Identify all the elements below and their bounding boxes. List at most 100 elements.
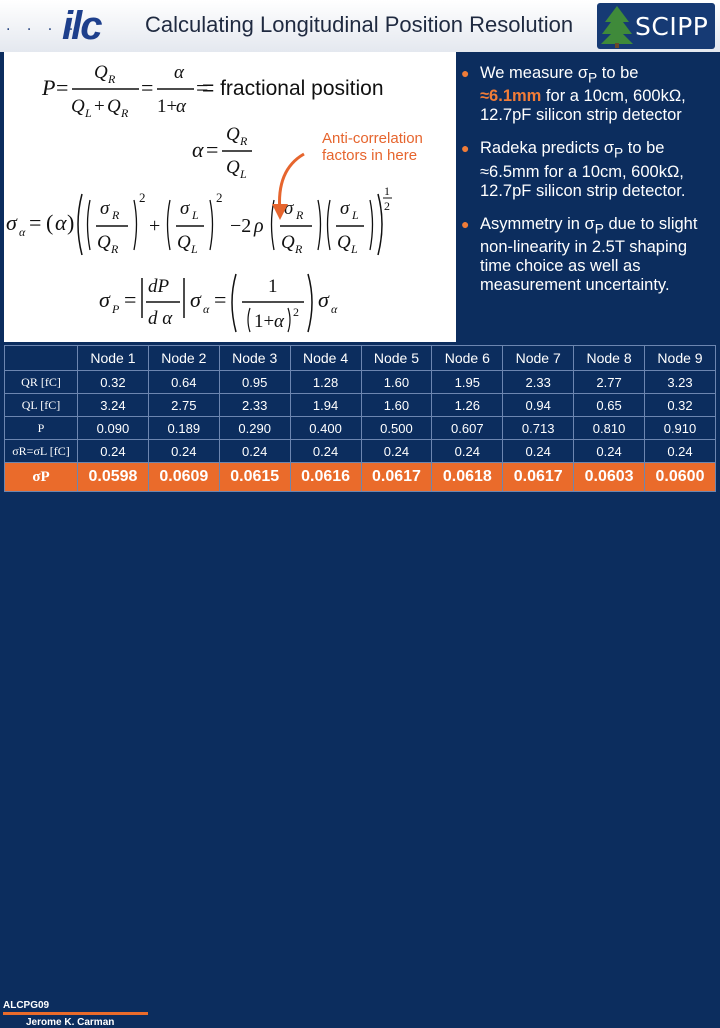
header-dots: · · · · [6,22,80,38]
bullet-2-sub: P [614,145,624,161]
table-cell: 0.810 [573,416,645,440]
svg-text:σ: σ [180,198,190,219]
table-cell: 0.24 [431,439,504,463]
svg-text:α: α [274,311,285,332]
bullet-1-rest: for a 10cm, 600kΩ, 12.7pF silicon strip … [480,87,686,125]
table-cell: 1.94 [289,393,362,417]
svg-text:σ: σ [340,198,350,219]
bullet-2-pre: Radeka predicts σ [480,139,614,158]
bullet-1-post: to be [597,64,639,82]
table-header-cell [4,345,78,371]
svg-text:): ) [67,210,74,235]
svg-text:R: R [294,242,303,256]
table-cell: 0.24 [77,439,149,463]
svg-text:=: = [124,287,136,312]
table-cell: 0.0616 [289,462,362,492]
tree-icon [601,6,633,48]
bullet-2-rest: ≈6.5mm for a 10cm, 600kΩ, 12.7pF silicon… [480,162,686,200]
bullet-dot-icon: ● [461,65,470,81]
svg-text:α: α [331,302,338,316]
table-header-cell: Node 9 [644,345,716,371]
table-cell: 1.95 [431,370,504,394]
table-header-cell: Node 3 [218,345,291,371]
table-cell: 1.60 [360,370,433,394]
svg-text:Q: Q [71,96,85,117]
table-cell: 0.24 [147,439,220,463]
svg-text:Q: Q [226,157,240,178]
svg-text:=: = [196,75,208,100]
table-cell: 0.090 [77,416,149,440]
svg-text:Q: Q [177,232,191,253]
svg-text:2: 2 [139,190,146,205]
svg-text:L: L [351,208,359,222]
table-cell: 3.24 [77,393,149,417]
svg-text:L: L [190,242,198,256]
svg-text:R: R [107,72,116,86]
table-cell: 0.0617 [502,462,575,492]
row-label: QR [fC] [4,370,78,394]
table-header-cell: Node 6 [431,345,504,371]
svg-text:d α: d α [148,308,173,329]
table-cell: 3.23 [644,370,716,394]
table-cell: 0.24 [502,439,575,463]
table-cell: 0.0603 [573,462,645,492]
svg-text:L: L [84,106,92,120]
svg-text:P: P [111,302,120,316]
svg-text:dP: dP [148,276,170,297]
bullet-1-highlight: ≈6.1mm [480,87,542,106]
table-cell: 0.95 [218,370,291,394]
table-cell: 0.0598 [77,462,149,492]
table-header-cell: Node 2 [147,345,220,371]
svg-text:=: = [141,75,153,100]
table-cell: 0.0609 [147,462,220,492]
svg-text:α: α [203,302,210,316]
table-cell: 0.0615 [218,462,291,492]
svg-text:R: R [120,106,129,120]
table-header-cell: Node 7 [502,345,575,371]
node-data-table: Node 1 Node 2 Node 3 Node 4 Node 5 Node … [4,345,716,492]
bullet-3-sub: P [594,220,604,236]
svg-text:−2: −2 [230,215,251,237]
bullet-1-pre: We measure σ [480,64,588,82]
table-header-cell: Node 1 [77,345,149,371]
bullet-1: ● We measure σP to be ≈6.1mm for a 10cm,… [458,64,716,125]
table-row-sigma-p: σP 0.0598 0.0609 0.0615 0.0616 0.0617 0.… [4,462,716,492]
svg-text:1: 1 [384,184,390,198]
table-cell: 0.607 [431,416,504,440]
svg-text:σ: σ [284,198,294,219]
svg-text:L: L [239,167,247,181]
table-cell: 0.910 [644,416,716,440]
conference-label: ALCPG09 [3,1000,50,1011]
svg-text:R: R [110,242,119,256]
footer: ALCPG09 Jerome K. Carman [0,498,720,1028]
svg-text:+: + [149,215,160,237]
fractional-position-label: = fractional position [202,77,384,100]
table-cell: 0.24 [573,439,645,463]
svg-text:1+: 1+ [157,96,177,117]
svg-text:Q: Q [281,232,295,253]
row-label: σR=σL [fC] [4,439,78,463]
svg-text:2: 2 [384,199,390,213]
table-cell: 0.65 [573,393,645,417]
footer-divider [3,1012,148,1015]
svg-text:α: α [176,96,187,117]
svg-text:ρ: ρ [253,215,264,237]
row-label: P [4,416,78,440]
svg-text:Q: Q [107,96,121,117]
svg-text:+: + [94,96,105,117]
svg-text:σ: σ [100,198,110,219]
bullet-3-pre: Asymmetry in σ [480,214,595,233]
table-row: P 0.090 0.189 0.290 0.400 0.500 0.607 0.… [4,416,716,440]
row-label: σP [4,462,78,492]
svg-text:σ: σ [6,210,18,235]
svg-text:α: α [55,210,67,235]
svg-text:σ: σ [99,287,111,312]
svg-text:Q: Q [337,232,351,253]
bullet-2-post: to be [623,139,665,158]
svg-text:2: 2 [293,305,299,319]
svg-text:L: L [350,242,358,256]
svg-text:α: α [19,225,26,239]
table-cell: 0.32 [77,370,149,394]
anti-correlation-annotation: Anti-correlation factors in here [322,130,423,164]
